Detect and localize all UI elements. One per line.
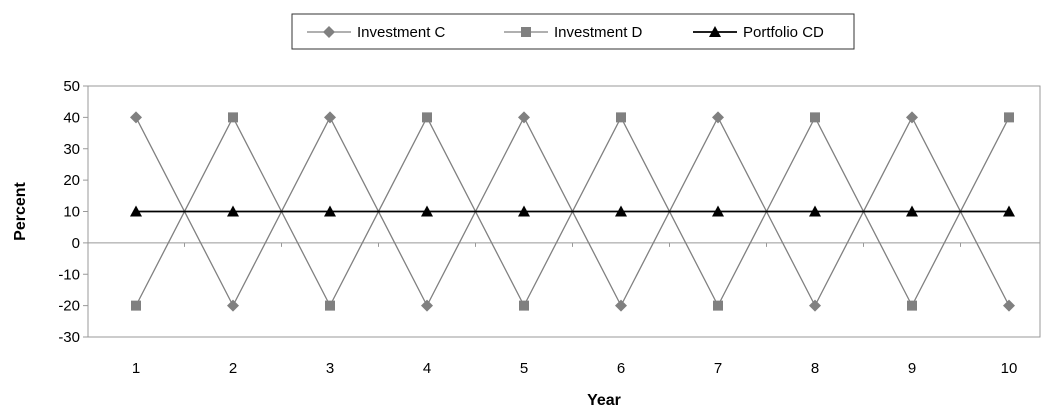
y-axis-title: Percent xyxy=(12,181,29,240)
y-tick-label: 30 xyxy=(63,141,80,158)
x-axis-title: Year xyxy=(587,392,621,409)
data-point-investment-c xyxy=(809,299,821,312)
x-tick-label: 5 xyxy=(520,360,528,377)
data-point-investment-c xyxy=(324,111,336,124)
legend-marker-portfolio-cd xyxy=(709,26,721,37)
data-point-investment-c xyxy=(712,111,724,124)
series-group xyxy=(130,111,1015,312)
legend-marker-investment-c xyxy=(323,26,335,38)
legend: Investment C Investment D Portfolio CD xyxy=(291,13,855,50)
data-point-investment-d xyxy=(422,112,432,123)
data-point-investment-c xyxy=(130,111,142,124)
y-tick-label: 50 xyxy=(63,78,80,95)
x-tick-label: 2 xyxy=(229,360,237,377)
data-point-portfolio-cd xyxy=(518,205,530,217)
y-tick-label: 0 xyxy=(72,235,80,252)
data-point-investment-c xyxy=(421,299,433,312)
legend-box xyxy=(291,13,855,50)
legend-marker-investment-d xyxy=(521,27,531,37)
data-point-portfolio-cd xyxy=(130,205,142,217)
data-point-investment-c xyxy=(518,111,530,124)
data-point-portfolio-cd xyxy=(712,205,724,217)
x-tick-label: 6 xyxy=(617,360,625,377)
series-portfolio-cd xyxy=(130,205,1015,217)
data-point-portfolio-cd xyxy=(227,205,239,217)
x-tick-label: 7 xyxy=(714,360,722,377)
data-point-investment-d xyxy=(325,300,335,311)
x-tick-label: 8 xyxy=(811,360,819,377)
data-point-portfolio-cd xyxy=(324,205,336,217)
y-tick-label: -20 xyxy=(58,298,80,315)
data-point-investment-c xyxy=(1003,299,1015,312)
x-tick-label: 1 xyxy=(132,360,140,377)
data-point-investment-c xyxy=(615,299,627,312)
x-tick-label: 4 xyxy=(423,360,431,377)
y-tick-label: -30 xyxy=(58,329,80,346)
data-point-portfolio-cd xyxy=(615,205,627,217)
data-point-portfolio-cd xyxy=(421,205,433,217)
y-tick-label: 10 xyxy=(63,204,80,221)
data-point-investment-d xyxy=(713,300,723,311)
data-point-portfolio-cd xyxy=(809,205,821,217)
data-point-investment-d xyxy=(1004,112,1014,123)
legend-label-investment-c: Investment C xyxy=(357,24,446,41)
data-point-investment-d xyxy=(907,300,917,311)
axes: -30 -20 -10 0 10 20 30 40 50 1 2 3 4 5 6 7 8 9 10 xyxy=(58,78,1040,377)
x-tick-label: 10 xyxy=(1001,360,1018,377)
y-tick-label: -10 xyxy=(58,266,80,283)
legend-label-investment-d: Investment D xyxy=(554,24,643,41)
data-point-investment-d xyxy=(810,112,820,123)
y-tick-label: 40 xyxy=(63,109,80,126)
data-point-investment-c xyxy=(227,299,239,312)
data-point-investment-c xyxy=(906,111,918,124)
data-point-investment-d xyxy=(131,300,141,311)
data-point-portfolio-cd xyxy=(1003,205,1015,217)
y-tick-label: 20 xyxy=(63,172,80,189)
x-tick-label: 3 xyxy=(326,360,334,377)
legend-label-portfolio-cd: Portfolio CD xyxy=(743,24,824,41)
x-tick-label: 9 xyxy=(908,360,916,377)
data-point-investment-d xyxy=(519,300,529,311)
data-point-investment-d xyxy=(228,112,238,123)
data-point-investment-d xyxy=(616,112,626,123)
data-point-portfolio-cd xyxy=(906,205,918,217)
